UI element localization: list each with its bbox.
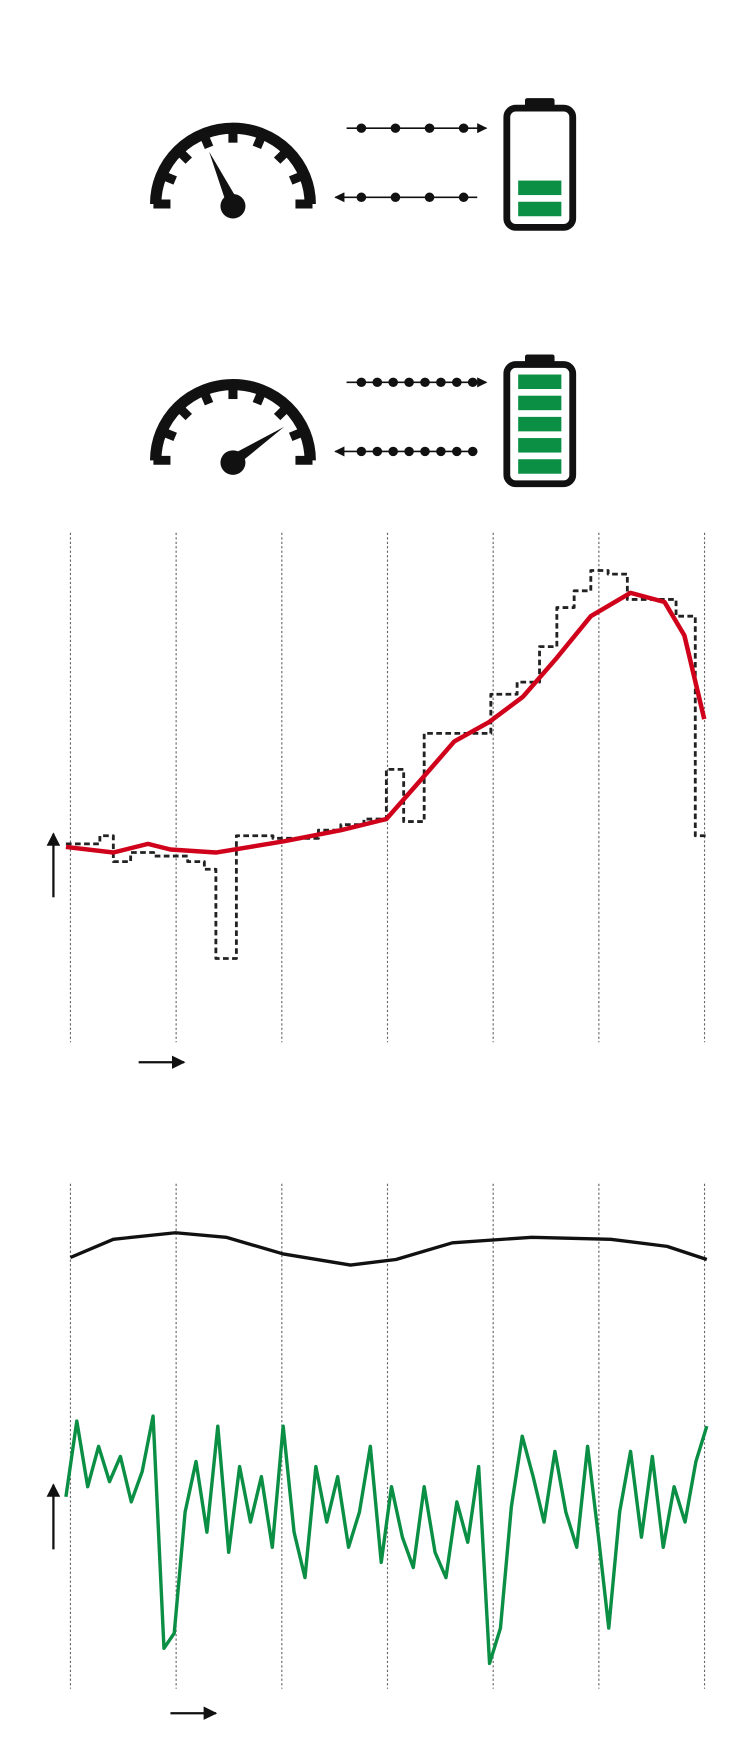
battery-full [503,354,577,488]
data-line [64,1414,709,1666]
chart [64,1183,709,1689]
flow-arrows-sparse [334,123,488,203]
battery-low [503,98,577,231]
gauge-low [150,122,316,219]
flow-arrows-dense [334,377,488,457]
data-line [69,1231,708,1267]
data-line [65,569,707,960]
axis-arrows [46,832,218,1720]
data-line [65,590,707,855]
gauge-high [150,379,316,475]
chart [65,532,707,1043]
